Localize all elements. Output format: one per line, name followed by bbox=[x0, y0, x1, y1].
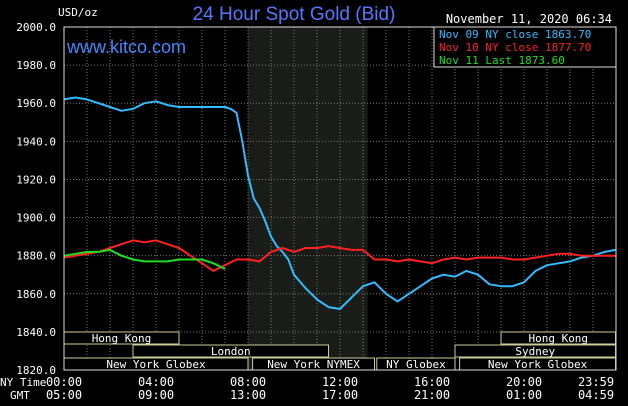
website-label: www.kitco.com bbox=[66, 37, 186, 57]
y-tick-label: 1980.0 bbox=[16, 59, 56, 72]
session-label: Sydney bbox=[515, 345, 555, 358]
chart-title: 24 Hour Spot Gold (Bid) bbox=[193, 4, 396, 25]
x-tick-label-ny: 12:00 bbox=[322, 375, 358, 389]
shaded-period bbox=[248, 27, 368, 370]
y-tick-label: 2000.0 bbox=[16, 21, 56, 34]
session-label: Hong Kong bbox=[528, 332, 588, 345]
y-unit-label: USD/oz bbox=[58, 6, 98, 19]
y-tick-label: 1840.0 bbox=[16, 326, 56, 339]
x-tick-label-gmt: 01:00 bbox=[506, 388, 542, 402]
y-tick-label: 1880.0 bbox=[16, 250, 56, 263]
x-tick-label-ny: 20:00 bbox=[506, 375, 542, 389]
session-label: London bbox=[211, 345, 251, 358]
ny-time-row-label: NY Time bbox=[0, 376, 46, 389]
legend-entry-1: Nov 09 NY close 1863.70 bbox=[439, 28, 591, 41]
x-tick-label-gmt: 13:00 bbox=[230, 388, 266, 402]
y-tick-label: 1940.0 bbox=[16, 135, 56, 148]
x-tick-label-ny: 16:00 bbox=[414, 375, 450, 389]
y-tick-label: 1960.0 bbox=[16, 97, 56, 110]
session-label: New York Globex bbox=[488, 358, 588, 371]
x-tick-label-ny: 08:00 bbox=[230, 375, 266, 389]
y-tick-label: 1860.0 bbox=[16, 288, 56, 301]
series-line-3 bbox=[63, 248, 226, 270]
session-label: New York Globex bbox=[106, 358, 206, 371]
legend-entry-3: Nov 11 Last 1873.60 bbox=[439, 54, 565, 67]
legend-box bbox=[433, 26, 617, 68]
y-tick-label: 1920.0 bbox=[16, 173, 56, 186]
x-tick-label-ny: 23:59 bbox=[578, 375, 614, 389]
legend-entry-2: Nov 10 NY close 1877.70 bbox=[439, 41, 591, 54]
x-tick-label-gmt: 17:00 bbox=[322, 388, 358, 402]
y-tick-label: 1820.0 bbox=[16, 364, 56, 377]
plot-frame bbox=[63, 26, 617, 371]
y-tick-label: 1900.0 bbox=[16, 212, 56, 225]
x-tick-label-ny: 00:00 bbox=[46, 375, 82, 389]
series-line-1 bbox=[63, 96, 616, 310]
series-line-2 bbox=[63, 239, 616, 272]
session-label: New York NYMEX bbox=[267, 358, 360, 371]
x-tick-label-ny: 04:00 bbox=[138, 375, 174, 389]
date-label: November 11, 2020 06:34 bbox=[446, 12, 612, 26]
session-label: Hong Kong bbox=[92, 332, 152, 345]
x-tick-label-gmt: 04:59 bbox=[578, 388, 614, 402]
x-tick-label-gmt: 09:00 bbox=[138, 388, 174, 402]
gmt-row-label: GMT bbox=[10, 389, 30, 402]
session-bar bbox=[132, 344, 329, 358]
x-tick-label-gmt: 05:00 bbox=[46, 388, 82, 402]
x-tick-label-gmt: 21:00 bbox=[414, 388, 450, 402]
session-label: NY Globex bbox=[386, 358, 446, 371]
